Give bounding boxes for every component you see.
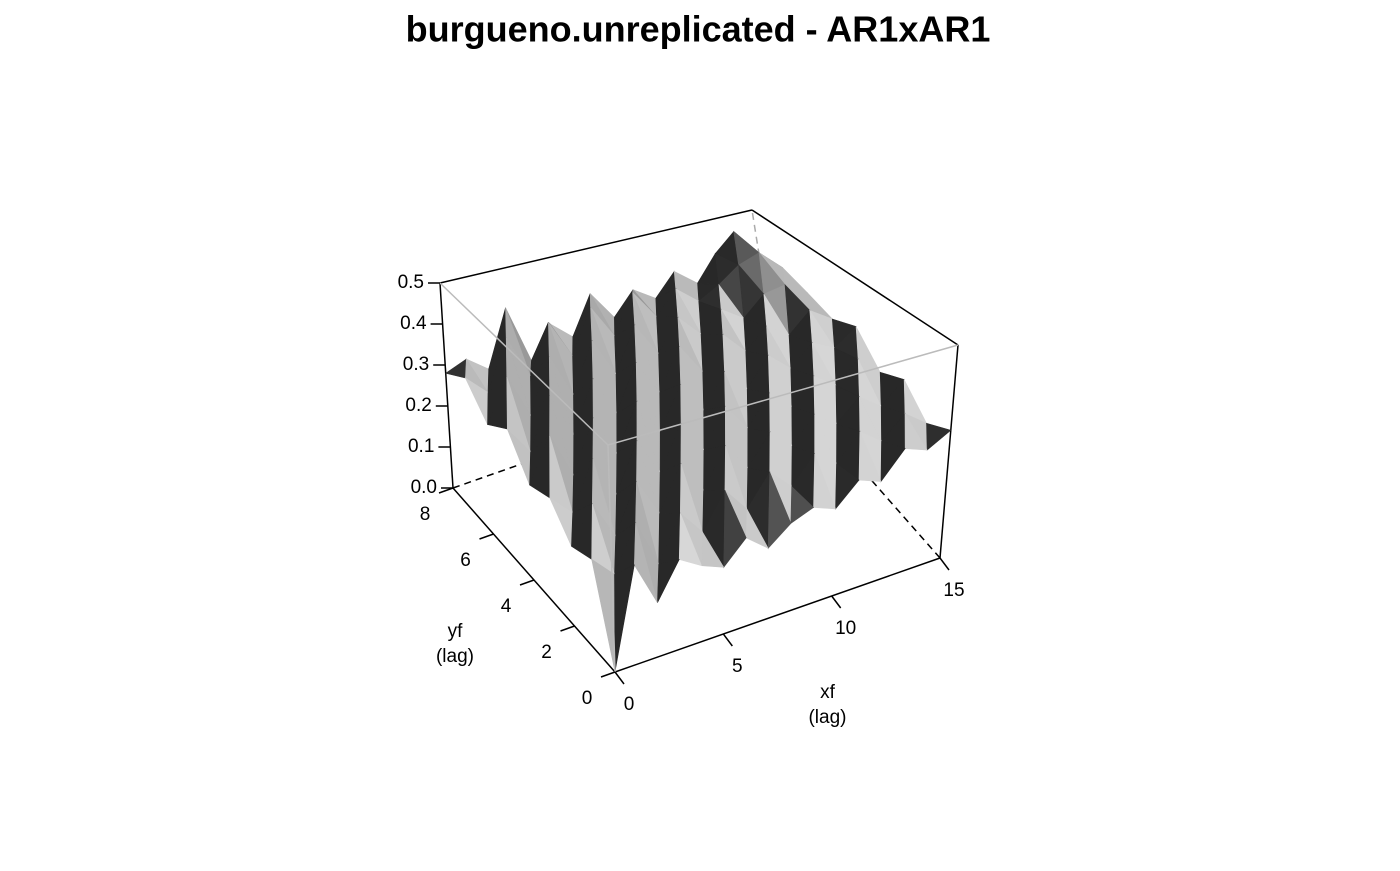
- box-edge: [607, 444, 616, 673]
- x-tick-label: 10: [835, 618, 856, 639]
- y-tick: [519, 579, 535, 586]
- z-tick-label: 0.5: [398, 272, 424, 293]
- x-tick: [831, 595, 842, 609]
- box-edge: [614, 557, 941, 673]
- surface-facet: [926, 422, 952, 451]
- x-axis-label: (lag): [808, 707, 846, 728]
- x-tick-label: 15: [943, 580, 964, 601]
- z-tick-label: 0.1: [408, 436, 434, 457]
- y-tick-label: 8: [420, 504, 431, 525]
- z-tick-label: 0.3: [403, 354, 429, 375]
- surface-facet: [904, 412, 928, 451]
- box-edge: [439, 282, 609, 446]
- surface-facet: [701, 531, 725, 568]
- surface-facet: [745, 508, 769, 549]
- x-axis-label: xf: [820, 682, 836, 703]
- surface-facet: [723, 490, 747, 569]
- y-tick-label: 2: [541, 642, 552, 663]
- y-tick: [438, 487, 454, 494]
- surface-facet: [614, 564, 635, 673]
- y-axis-label: yf: [448, 621, 464, 642]
- y-tick-label: 6: [460, 550, 471, 571]
- box-edge: [939, 344, 959, 559]
- x-tick-label: 5: [732, 656, 743, 677]
- z-tick-label: 0.2: [405, 395, 431, 416]
- surface-facet: [444, 358, 467, 379]
- y-tick-label: 0: [582, 688, 593, 709]
- chart-title: burgueno.unreplicated - AR1xAR1: [406, 9, 991, 50]
- surface-facet: [858, 431, 882, 482]
- surface-facet: [790, 485, 814, 524]
- surface-facet: [813, 453, 836, 510]
- surface-facet: [880, 441, 906, 483]
- y-tick: [560, 625, 575, 632]
- box-edge: [607, 344, 959, 446]
- box-edge: [439, 209, 753, 284]
- surface-facet: [657, 559, 680, 603]
- box-edge: [751, 209, 959, 346]
- x-tick-label: 0: [624, 694, 635, 715]
- surface-facet: [835, 463, 860, 510]
- y-tick: [479, 533, 494, 540]
- y-tick-label: 4: [501, 596, 512, 617]
- surface-facet: [634, 522, 658, 603]
- x-tick: [614, 671, 625, 685]
- x-tick: [939, 557, 950, 571]
- x-tick: [722, 633, 733, 647]
- y-axis-label: (lag): [436, 646, 474, 667]
- surface-facet: [767, 471, 792, 550]
- box-edge: [439, 282, 454, 489]
- z-tick-label: 0.4: [400, 313, 427, 334]
- y-tick: [600, 671, 616, 678]
- z-tick-label: 0.0: [411, 477, 437, 498]
- surface-facet: [678, 513, 703, 567]
